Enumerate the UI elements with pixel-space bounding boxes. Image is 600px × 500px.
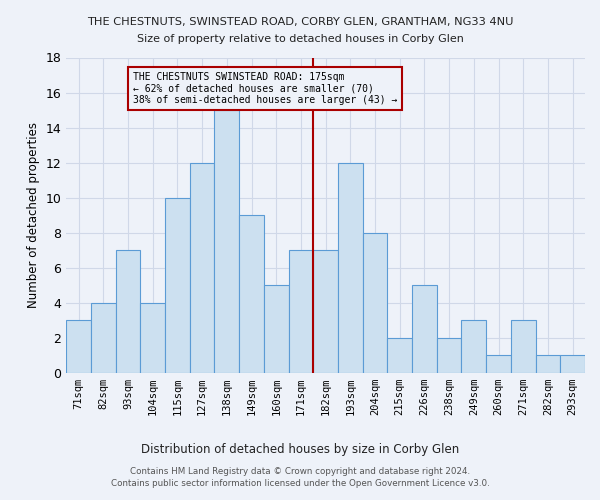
Bar [362, 232, 388, 372]
Bar [165, 198, 190, 372]
Text: Distribution of detached houses by size in Corby Glen: Distribution of detached houses by size … [141, 442, 459, 456]
Bar [214, 110, 239, 372]
Text: THE CHESTNUTS, SWINSTEAD ROAD, CORBY GLEN, GRANTHAM, NG33 4NU: THE CHESTNUTS, SWINSTEAD ROAD, CORBY GLE… [87, 18, 513, 28]
Bar [511, 320, 536, 372]
Bar [338, 162, 362, 372]
Text: Contains public sector information licensed under the Open Government Licence v3: Contains public sector information licen… [110, 478, 490, 488]
Bar [313, 250, 338, 372]
Bar [239, 215, 264, 372]
Bar [66, 320, 91, 372]
Text: Contains HM Land Registry data © Crown copyright and database right 2024.: Contains HM Land Registry data © Crown c… [130, 467, 470, 476]
Bar [560, 355, 585, 372]
Bar [289, 250, 313, 372]
Bar [412, 285, 437, 372]
Text: THE CHESTNUTS SWINSTEAD ROAD: 175sqm
← 62% of detached houses are smaller (70)
3: THE CHESTNUTS SWINSTEAD ROAD: 175sqm ← 6… [133, 72, 397, 104]
Bar [486, 355, 511, 372]
Bar [190, 162, 214, 372]
Bar [461, 320, 486, 372]
Bar [264, 285, 289, 372]
Bar [388, 338, 412, 372]
Bar [91, 302, 116, 372]
Bar [437, 338, 461, 372]
Bar [116, 250, 140, 372]
Y-axis label: Number of detached properties: Number of detached properties [27, 122, 40, 308]
Text: Size of property relative to detached houses in Corby Glen: Size of property relative to detached ho… [137, 34, 463, 43]
Bar [140, 302, 165, 372]
Bar [536, 355, 560, 372]
